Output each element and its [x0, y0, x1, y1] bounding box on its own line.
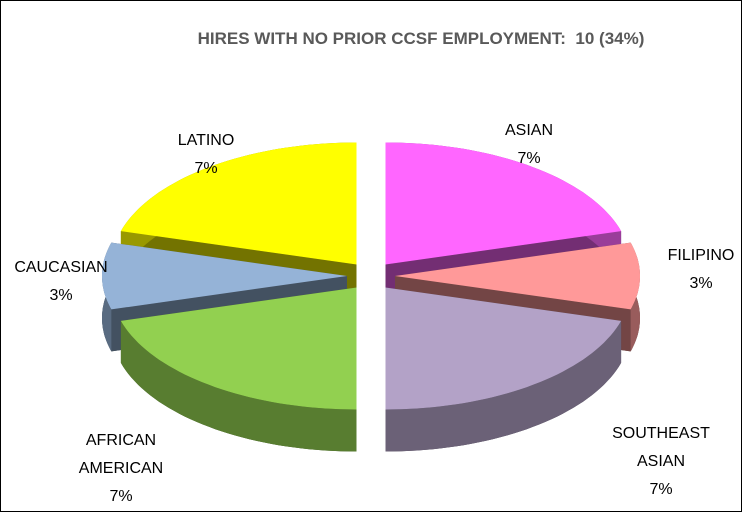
data-label: FILIPINO 3%	[646, 242, 741, 298]
data-label: LATINO 7%	[151, 127, 261, 183]
category-label: CAUCASIAN	[14, 259, 108, 276]
slice	[385, 142, 622, 265]
value-label: 7%	[649, 481, 673, 498]
slice	[102, 242, 347, 310]
chart-title: HIRES WITH NO PRIOR CCSF EMPLOYMENT: 10 …	[197, 29, 645, 48]
value-label: 7%	[517, 150, 541, 167]
category-label: LATINO	[177, 132, 235, 149]
slice	[120, 287, 357, 410]
data-label: ASIAN 7%	[469, 117, 589, 173]
category-label: FILIPINO	[667, 247, 735, 264]
slice-rim	[120, 320, 357, 452]
data-label: SOUTHEAST ASIAN 7%	[606, 420, 716, 504]
value-label: 7%	[194, 160, 218, 177]
category-label: AFRICAN AMERICAN	[78, 432, 164, 477]
category-label: ASIAN	[504, 122, 553, 139]
slice-rim	[385, 320, 622, 452]
slice	[120, 142, 357, 265]
data-label: CAUCASIAN 3%	[6, 254, 116, 310]
slice	[395, 242, 640, 310]
slice	[385, 287, 622, 452]
category-label: SOUTHEAST ASIAN	[612, 425, 710, 470]
data-label: AFRICAN AMERICAN 7%	[66, 427, 176, 511]
value-label: 3%	[689, 275, 713, 292]
value-label: 3%	[49, 287, 73, 304]
slice	[120, 287, 357, 452]
value-label: 7%	[109, 488, 133, 505]
slice	[385, 287, 622, 410]
